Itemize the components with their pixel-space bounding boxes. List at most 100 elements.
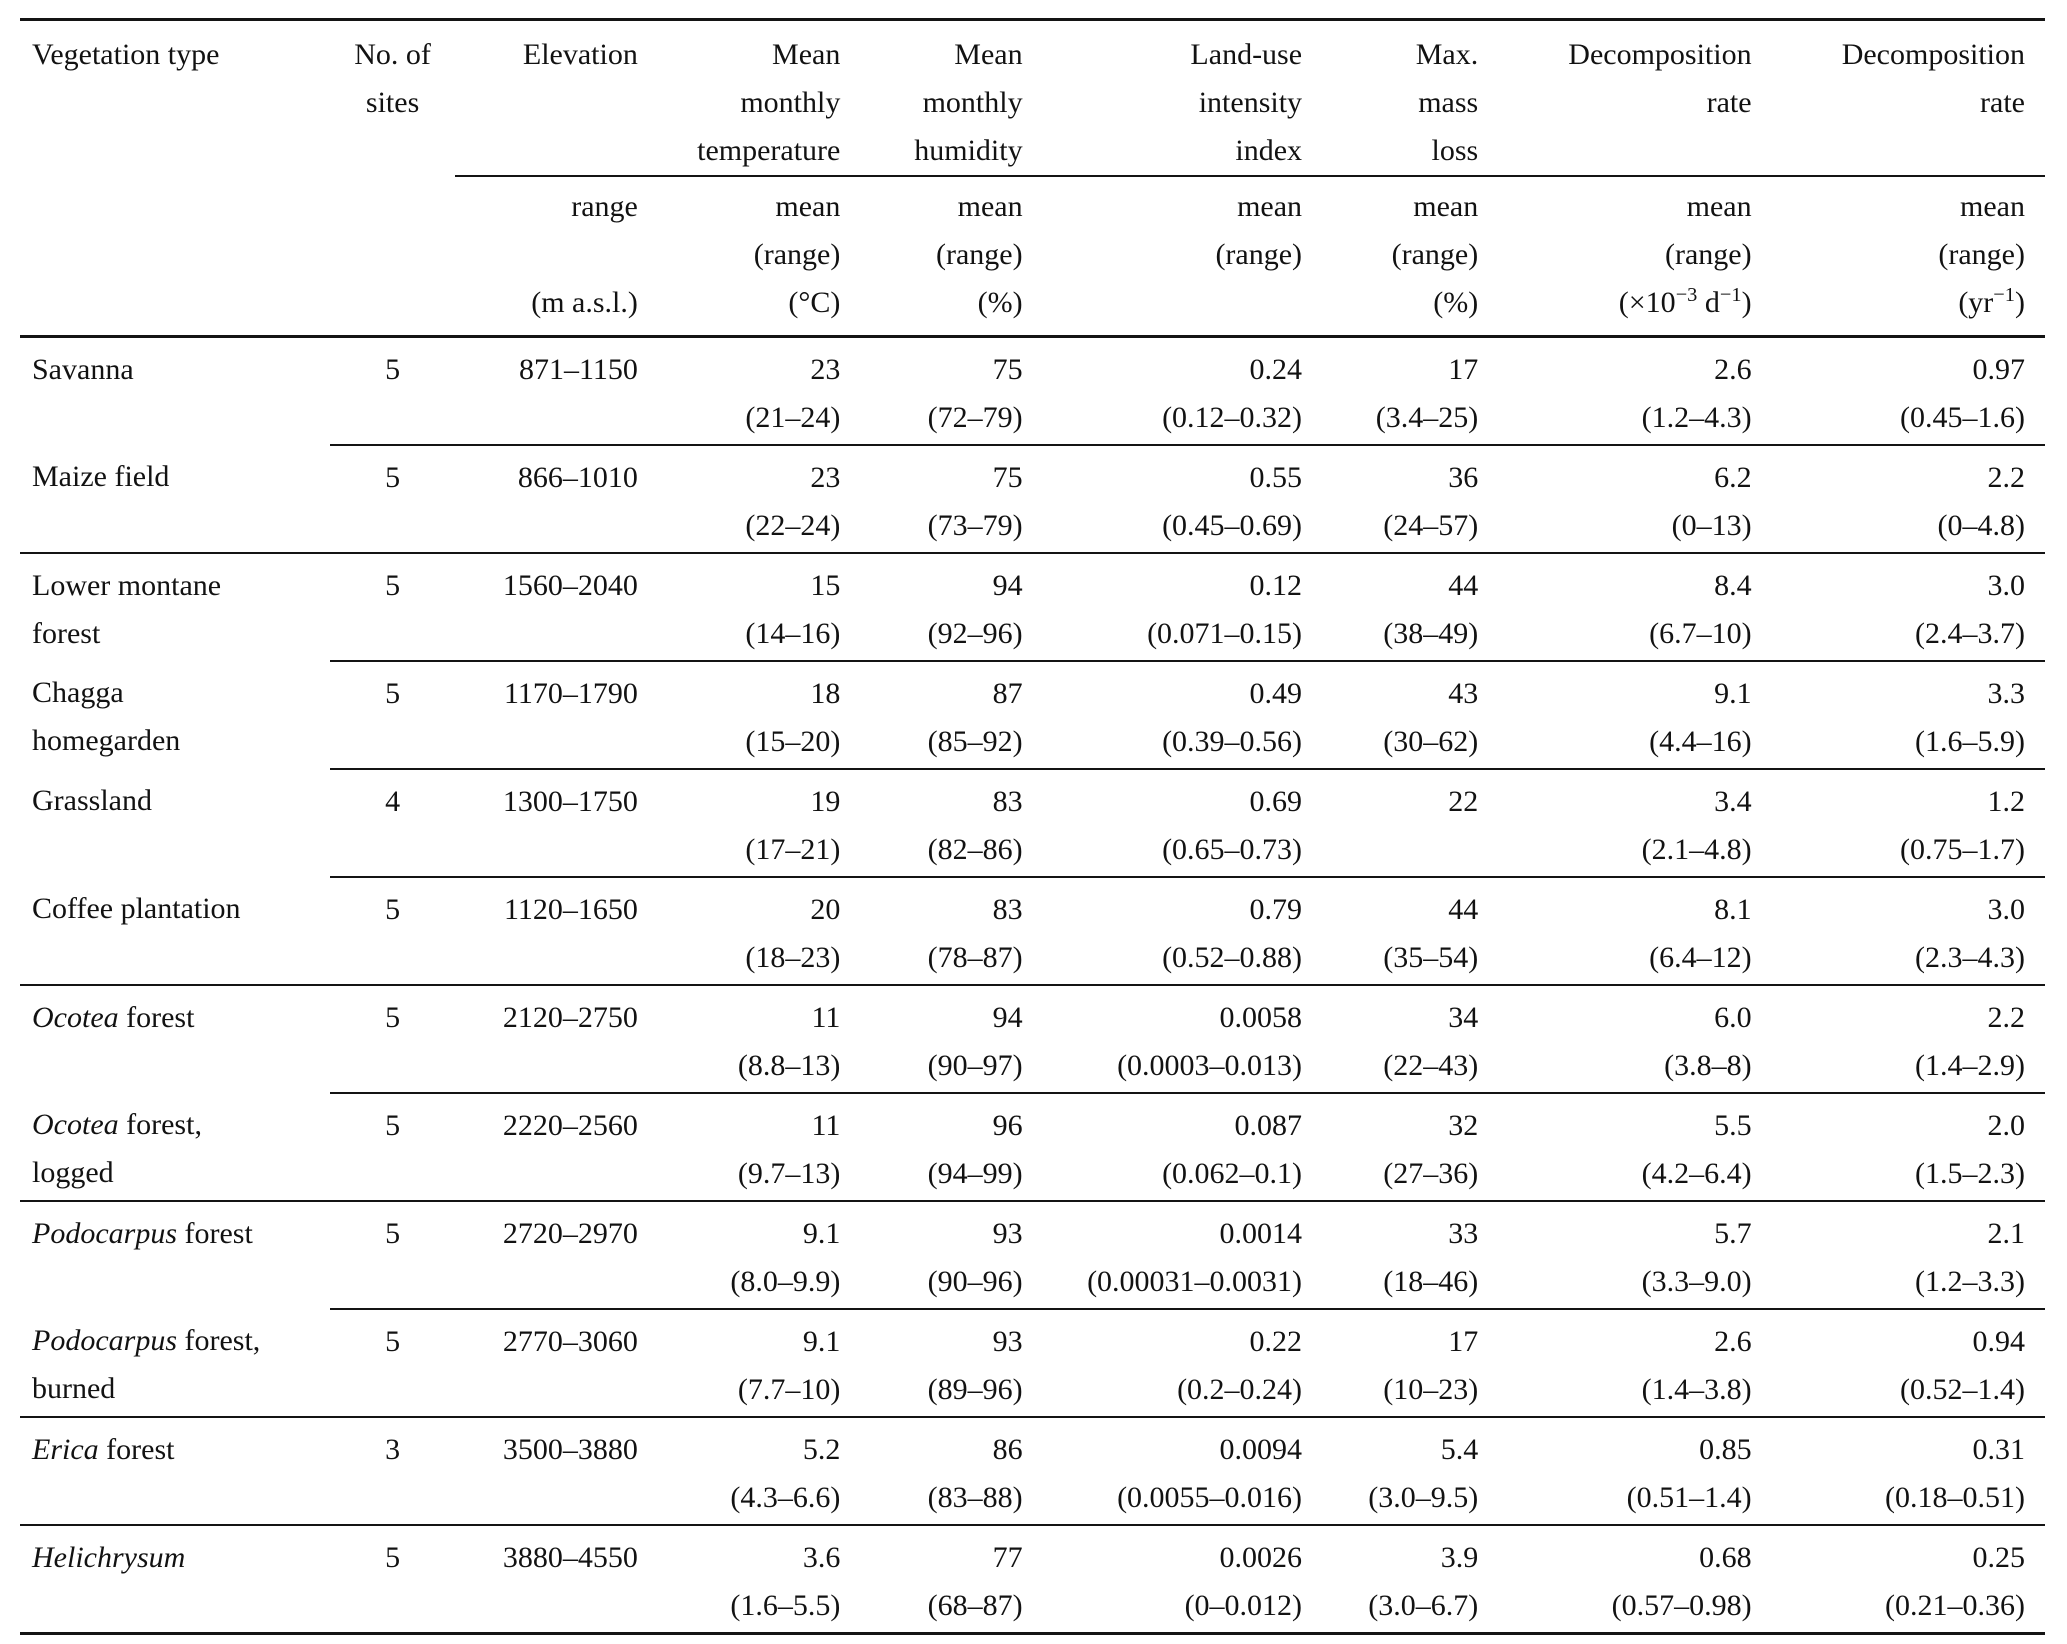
range-value: (0.071–0.15) bbox=[1147, 617, 1303, 650]
column-header-line: monthly bbox=[740, 86, 841, 119]
column-header-line: mass bbox=[1418, 86, 1479, 119]
range-value: (17–21) bbox=[745, 833, 841, 866]
range-value: (4.4–16) bbox=[1649, 725, 1752, 758]
value-cell-max-mass-loss: 3.9 (3.0–6.7) bbox=[1322, 1524, 1499, 1632]
range-value: (0.39–0.56) bbox=[1162, 725, 1303, 758]
mean-value: 1170–1790 bbox=[503, 677, 638, 710]
vegetation-genus-italic: Erica bbox=[32, 1433, 99, 1466]
range-value: (38–49) bbox=[1383, 617, 1479, 650]
mean-value: 0.25 bbox=[1972, 1541, 2026, 1574]
mean-value: 3.4 bbox=[1714, 785, 1752, 818]
units-header-land-use: mean (range) bbox=[1042, 176, 1323, 338]
range-value: (22–43) bbox=[1383, 1049, 1479, 1082]
mean-value: 0.79 bbox=[1249, 893, 1303, 926]
vegetation-name-cell: Maize field bbox=[20, 445, 330, 553]
range-value: (0.2–0.24) bbox=[1177, 1373, 1303, 1406]
value-cell-humidity: 94 (92–96) bbox=[860, 552, 1043, 661]
range-value: (35–54) bbox=[1383, 941, 1479, 974]
range-value: (8.0–9.9) bbox=[730, 1265, 841, 1298]
mean-value: 19 bbox=[810, 785, 841, 818]
mean-value: 2.2 bbox=[1987, 1001, 2026, 1034]
value-cell-decomposition-d: 5.5 (4.2–6.4) bbox=[1498, 1092, 1772, 1201]
vegetation-name-cell: Podocarpus forest, burned bbox=[20, 1309, 330, 1417]
range-value: (3.3–9.0) bbox=[1641, 1265, 1752, 1298]
range-value: (6.7–10) bbox=[1649, 617, 1752, 650]
mean-value: 9.1 bbox=[1714, 677, 1752, 710]
mean-value: 22 bbox=[1448, 785, 1479, 818]
units-header-line: mean bbox=[1960, 190, 2025, 223]
range-value: (6.4–12) bbox=[1649, 941, 1752, 974]
mean-value: 1300–1750 bbox=[502, 785, 638, 818]
mean-value: 2120–2750 bbox=[502, 1001, 638, 1034]
value-cell-humidity: 75 (73–79) bbox=[860, 444, 1043, 553]
vegetation-genus-italic: Ocotea bbox=[32, 1108, 119, 1141]
value-cell-decomposition-d: 2.6 (1.4–3.8) bbox=[1498, 1308, 1772, 1417]
value-cell-humidity: 93 (89–96) bbox=[860, 1308, 1043, 1417]
range-value: (15–20) bbox=[745, 725, 841, 758]
range-value: (2.4–3.7) bbox=[1915, 617, 2025, 650]
mean-value: 0.94 bbox=[1972, 1325, 2026, 1358]
mean-value: 87 bbox=[992, 677, 1023, 710]
value-cell-elevation: 1170–1790 bbox=[455, 660, 658, 769]
value-cell-land-use: 0.49 (0.39–0.56) bbox=[1042, 660, 1323, 769]
vegetation-name-line2: logged bbox=[32, 1156, 114, 1189]
table-row: Grassland 4 1300–1750 19 (17–21) 83 (82–86) 0.… bbox=[20, 768, 2045, 877]
vegetation-genus-italic: Ocotea bbox=[32, 1001, 119, 1034]
units-header-sites bbox=[329, 176, 456, 338]
value-cell-decomposition-d: 2.6 (1.2–4.3) bbox=[1498, 337, 1771, 446]
column-header-line: Land-use bbox=[1190, 38, 1303, 71]
column-header-max-mass-loss: Max. mass loss bbox=[1322, 21, 1499, 177]
value-cell-decomposition-yr: 0.25 (0.21–0.36) bbox=[1771, 1524, 2045, 1632]
sites-cell: 5 bbox=[329, 660, 456, 769]
value-cell-elevation: 1120–1650 bbox=[455, 876, 658, 985]
mean-value: 93 bbox=[992, 1217, 1023, 1250]
range-value: (73–79) bbox=[927, 509, 1023, 542]
units-header-max-mass-loss: mean (range) (%) bbox=[1322, 176, 1499, 338]
value-cell-land-use: 0.0014 (0.00031–0.0031) bbox=[1042, 1200, 1323, 1309]
sites-cell: 4 bbox=[329, 768, 456, 877]
units-header-line: mean bbox=[775, 190, 841, 223]
vegetation-name: Savanna bbox=[32, 353, 134, 386]
range-value bbox=[455, 826, 638, 874]
vegetation-genus-italic: Podocarpus bbox=[32, 1324, 177, 1357]
mean-value: 6.0 bbox=[1714, 1001, 1752, 1034]
mean-value: 20 bbox=[810, 893, 841, 926]
value-cell-land-use: 0.12 (0.071–0.15) bbox=[1042, 552, 1323, 661]
mean-value: 43 bbox=[1448, 677, 1479, 710]
range-value bbox=[455, 1150, 638, 1198]
header-row-main: Vegetation type No. of sites Elevation Mean m… bbox=[20, 21, 2045, 177]
sites-value: 5 bbox=[385, 353, 401, 386]
value-cell-temperature: 23 (21–24) bbox=[658, 337, 861, 446]
range-value: (30–62) bbox=[1383, 725, 1479, 758]
mean-value: 0.12 bbox=[1249, 569, 1303, 602]
range-value: (9.7–13) bbox=[737, 1157, 841, 1190]
range-value: (0.45–1.6) bbox=[1900, 401, 2025, 434]
mean-value: 5.2 bbox=[802, 1433, 841, 1466]
value-cell-land-use: 0.24 (0.12–0.32) bbox=[1043, 337, 1322, 446]
mean-value: 0.0094 bbox=[1219, 1433, 1303, 1466]
column-header-temperature: Mean monthly temperature bbox=[657, 21, 861, 177]
mean-value: 18 bbox=[810, 677, 841, 710]
units-header-line: mean bbox=[1413, 190, 1479, 223]
range-value: (0.52–1.4) bbox=[1900, 1373, 2025, 1406]
range-value: (0.12–0.32) bbox=[1162, 401, 1303, 434]
vegetation-name: Ocotea forest bbox=[32, 1001, 195, 1034]
range-value: (7.7–10) bbox=[737, 1373, 841, 1406]
mean-value: 0.31 bbox=[1972, 1433, 2026, 1466]
value-cell-decomposition-d: 5.7 (3.3–9.0) bbox=[1498, 1200, 1772, 1309]
value-cell-decomposition-yr: 2.0 (1.5–2.3) bbox=[1771, 1092, 2045, 1201]
column-header-line: Decomposition bbox=[1568, 38, 1752, 71]
range-value: (1.6–5.9) bbox=[1915, 725, 2025, 758]
value-cell-temperature: 11 (8.8–13) bbox=[657, 984, 861, 1093]
vegetation-name-cell: Erica forest bbox=[20, 1416, 330, 1525]
mean-value: 17 bbox=[1448, 1325, 1479, 1358]
range-value bbox=[455, 502, 638, 550]
range-value bbox=[455, 1582, 638, 1630]
vegetation-genus-italic: Helichrysum bbox=[32, 1541, 186, 1574]
mean-value: 0.24 bbox=[1249, 353, 1303, 386]
vegetation-name: Ocotea forest, bbox=[32, 1108, 202, 1141]
value-cell-elevation: 871–1150 bbox=[455, 337, 658, 446]
range-value: (0.45–0.69) bbox=[1162, 509, 1303, 542]
range-value: (2.1–4.8) bbox=[1641, 833, 1752, 866]
value-cell-elevation: 2770–3060 bbox=[455, 1308, 658, 1417]
